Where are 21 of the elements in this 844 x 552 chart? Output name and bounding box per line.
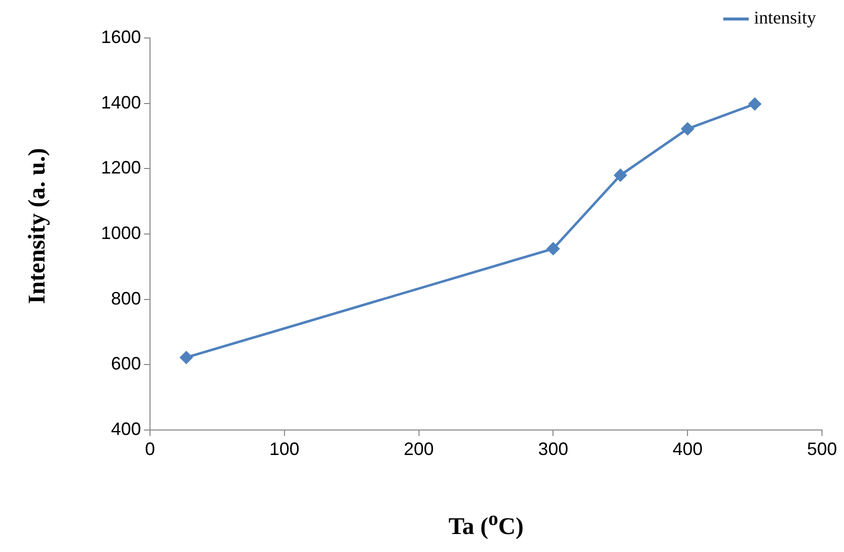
point bbox=[614, 168, 627, 182]
x-tick-label: 100 bbox=[269, 438, 300, 459]
y-tick-label: 800 bbox=[110, 288, 141, 308]
y-tick-label: 600 bbox=[110, 354, 141, 374]
x-tick-label: 300 bbox=[538, 438, 568, 459]
y-axis-title: Intensity (a. u.) bbox=[24, 148, 52, 304]
legend-label: intensity bbox=[754, 8, 816, 28]
x-tick-label: 200 bbox=[404, 438, 434, 459]
y-tick-label: 1200 bbox=[100, 158, 141, 178]
x-tick-label: 500 bbox=[806, 438, 838, 459]
point bbox=[180, 351, 193, 364]
point bbox=[546, 242, 560, 255]
y-tick-label: 1400 bbox=[100, 92, 141, 112]
x-tick-label: 0 bbox=[144, 438, 156, 459]
point bbox=[748, 98, 762, 110]
y-tick-label: 1000 bbox=[100, 222, 141, 243]
x-tick-label: 400 bbox=[672, 438, 703, 459]
x-axis-title: Ta ($^{o}$C) bbox=[448, 508, 524, 541]
y-tick-label: 400 bbox=[110, 418, 141, 439]
point bbox=[681, 122, 694, 136]
y-tick-label: 1600 bbox=[100, 26, 141, 47]
